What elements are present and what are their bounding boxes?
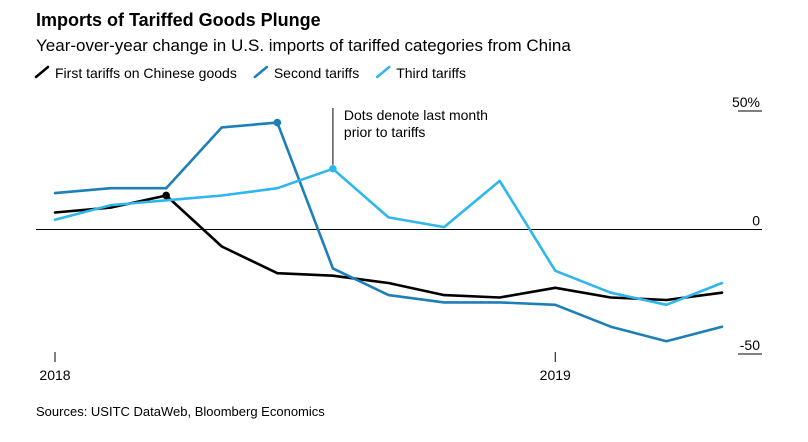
legend-label-3: Third tariffs [396,65,466,81]
series-line-2 [53,121,724,343]
axes: 50% 0 -50 2018 2019 [36,94,762,383]
legend-swatch-3 [375,65,391,79]
chart-subtitle: Year-over-year change in U.S. imports of… [36,36,571,55]
legend: First tariffs on Chinese goods Second tar… [34,65,466,81]
annotation-text-1: Dots denote last month [344,107,488,123]
x-tick-label-1: 2018 [39,367,70,383]
legend-swatch-2 [253,65,269,79]
source-note: Sources: USITC DataWeb, Bloomberg Econom… [36,404,325,419]
series-line-3 [53,167,724,307]
legend-label-2: Second tariffs [274,65,359,81]
y-tick-label-1: 50% [732,94,760,110]
x-tick-label-2: 2019 [540,367,571,383]
series-marker-3 [329,164,337,173]
chart-title: Imports of Tariffed Goods Plunge [36,10,321,30]
series-marker-1 [162,191,170,200]
series-marker-2 [273,118,282,127]
series-line-1 [53,194,724,302]
legend-label-1: First tariffs on Chinese goods [55,65,237,81]
annotation-text-2: prior to tariffs [344,124,425,140]
y-tick-label-2: 0 [752,213,760,229]
y-tick-label-3: -50 [740,337,760,353]
series-lines [53,118,724,343]
legend-swatch-1 [34,65,50,79]
